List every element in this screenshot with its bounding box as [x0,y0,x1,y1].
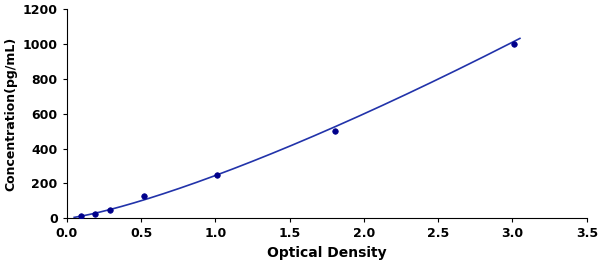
X-axis label: Optical Density: Optical Density [267,246,386,260]
Y-axis label: Concentration(pg/mL): Concentration(pg/mL) [4,37,17,191]
